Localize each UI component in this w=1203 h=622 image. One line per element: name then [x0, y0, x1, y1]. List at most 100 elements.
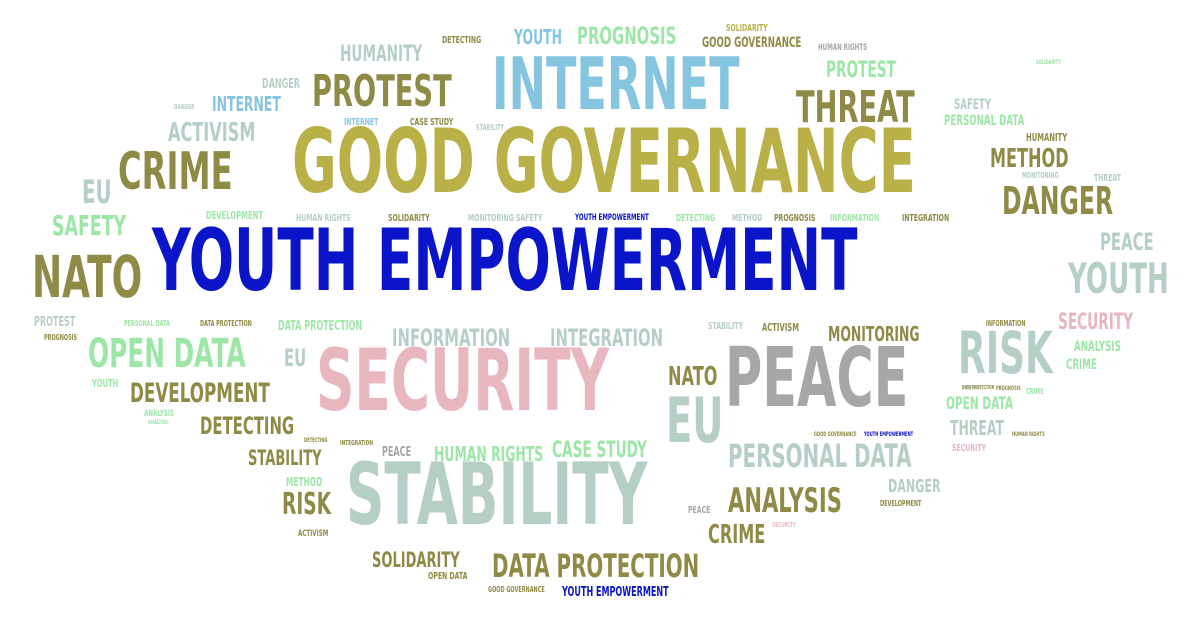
word-youth-left: YOUTH	[92, 377, 119, 390]
word-eu-small: EU	[284, 344, 307, 372]
word-good-governance-top: GOOD GOVERNANCE	[702, 35, 802, 51]
word-danger-right-small: DANGER	[174, 103, 195, 111]
word-protest: PROTEST	[312, 66, 452, 117]
word-personal-data-small: PERSONAL DATA	[124, 319, 170, 328]
word-solidarity-bottom: SOLIDARITY	[372, 548, 460, 572]
word-threat: THREAT	[796, 82, 915, 133]
word-crime: CRIME	[118, 142, 233, 202]
word-information: INFORMATION	[392, 324, 511, 352]
word-method: METHOD	[990, 144, 1069, 174]
word-human-rights-right: HUMAN RIGHTS	[1012, 431, 1045, 438]
word-case-study-small: CASE STUDY	[410, 117, 454, 128]
word-youth-empowerment-large: YOUTH EMPOWERMENT	[152, 211, 858, 311]
word-method-left: METHOD	[286, 475, 323, 489]
word-information-small: INFORMATION	[830, 213, 880, 224]
word-risk-small: RISK	[282, 487, 332, 522]
word-prognosis-top: PROGNOSIS	[577, 22, 677, 50]
word-security-right-small: SECURITY	[952, 443, 987, 454]
word-prognosis-small: PROGNOSIS	[774, 213, 816, 224]
word-information-right: INFORMATION	[986, 319, 1026, 328]
word-analysis-right: ANALYSIS	[1074, 339, 1121, 355]
word-stability-large: STABILITY	[346, 445, 648, 545]
word-humanity-right: HUMANITY	[1026, 131, 1068, 144]
word-youth-empowerment-tiny: YOUTH EMPOWERMENT	[864, 431, 914, 438]
word-security-right: SECURITY	[1058, 310, 1133, 335]
word-protest-tiny: PROTEST	[962, 385, 982, 392]
word-analysis-tiny: ANALYSIS	[148, 419, 169, 426]
word-crime-bottom: CRIME	[708, 520, 766, 550]
word-internet-tiny: INTERNET	[344, 117, 379, 128]
word-solidarity-top: SOLIDARITY	[726, 23, 768, 34]
word-activism-mid: ACTIVISM	[762, 321, 799, 334]
word-prognosis-left: PROGNOSIS	[44, 333, 78, 342]
word-open-data-right: OPEN DATA	[946, 394, 1013, 414]
word-good-governance-tiny: GOOD GOVERNANCE	[814, 431, 857, 438]
word-protest-left: PROTEST	[34, 315, 76, 330]
word-human-rights: HUMAN RIGHTS	[434, 442, 544, 466]
word-activism-left: ACTIVISM	[298, 529, 329, 539]
word-internet-large: INTERNET	[492, 42, 740, 126]
word-security-large: SECURITY	[316, 331, 610, 431]
word-monitoring: MONITORING	[828, 322, 920, 346]
word-eu-left: EU	[82, 173, 112, 211]
word-data-protection-mid: DATA PROTECTION	[278, 319, 363, 334]
word-peace-small: PEACE	[382, 445, 412, 460]
word-development: DEVELOPMENT	[130, 378, 270, 409]
word-development-small: DEVELOPMENT	[206, 209, 263, 222]
word-peace-large: PEACE	[725, 331, 909, 426]
word-detecting-tiny: DETECTING	[304, 437, 328, 444]
word-data-protection-tiny: DATA PROTECTION	[962, 385, 995, 391]
word-eu-center: EU	[666, 384, 724, 457]
word-safety: SAFETY	[52, 209, 127, 242]
word-threat-right: THREAT	[950, 416, 1004, 440]
word-crime-right-tiny: CRIME	[1026, 387, 1044, 396]
word-peace-tiny: PEACE	[688, 505, 711, 516]
word-danger: DANGER	[1002, 179, 1114, 223]
word-case-study: CASE STUDY	[552, 438, 647, 463]
word-development-right: DEVELOPMENT	[880, 499, 922, 508]
word-youth-right: YOUTH	[1068, 254, 1169, 303]
word-analysis: ANALYSIS	[728, 481, 842, 521]
word-detecting-top: DETECTING	[442, 35, 482, 46]
word-monitoring-safety: MONITORING SAFETY	[468, 213, 543, 224]
word-data-protection-small: DATA PROTECTION	[200, 319, 252, 328]
word-analysis-left: ANALYSIS	[144, 409, 175, 419]
word-integration-tiny: INTEGRATION	[340, 439, 373, 447]
word-youth-empowerment-bottom: YOUTH EMPOWERMENT	[562, 585, 669, 600]
word-humanity: HUMANITY	[340, 42, 423, 67]
word-detecting: DETECTING	[200, 412, 295, 440]
word-peace-right: PEACE	[1100, 228, 1154, 256]
word-integration-small: INTEGRATION	[902, 213, 950, 224]
word-monitoring-right: MONITORING	[1022, 171, 1059, 180]
word-crime-right: CRIME	[1066, 357, 1097, 373]
word-nato: NATO	[32, 243, 143, 311]
word-personal-data-right: PERSONAL DATA	[944, 113, 1025, 129]
word-open-data: OPEN DATA	[88, 331, 246, 377]
word-stability-mid: STABILITY	[708, 321, 744, 332]
word-personal-data: PERSONAL DATA	[728, 437, 912, 475]
word-integration: INTEGRATION	[550, 324, 664, 352]
word-human-rights-top: HUMAN RIGHTS	[818, 43, 868, 53]
word-danger-left: DANGER	[262, 77, 301, 92]
word-danger-right: DANGER	[888, 476, 941, 497]
word-risk: RISK	[958, 319, 1053, 387]
word-youth-empowerment-small: YOUTH EMPOWERMENT	[575, 213, 649, 223]
word-solidarity-right: SOLIDARITY	[1036, 59, 1062, 66]
word-nato-center: NATO	[668, 362, 718, 392]
word-good-governance-bottom: GOOD GOVERNANCE	[488, 585, 545, 594]
word-security-tiny: SECURITY	[772, 521, 796, 529]
word-protest-top-right: PROTEST	[826, 58, 896, 83]
word-internet-small: INTERNET	[212, 92, 281, 116]
word-method-small: METHOD	[732, 213, 763, 224]
word-threat-right-small: THREAT	[1094, 173, 1121, 184]
word-solidarity-small: SOLIDARITY	[388, 213, 430, 224]
word-activism: ACTIVISM	[168, 118, 256, 148]
word-open-data-bottom: OPEN DATA	[428, 571, 468, 582]
word-data-protection: DATA PROTECTION	[492, 547, 700, 585]
word-detecting-small: DETECTING	[676, 213, 716, 224]
word-good-governance-large: GOOD GOVERNANCE	[292, 110, 916, 213]
word-human-rights-small: HUMAN RIGHTS	[296, 213, 351, 224]
word-youth-top: YOUTH	[514, 25, 562, 49]
word-stability-small: STABILITY	[248, 446, 322, 470]
